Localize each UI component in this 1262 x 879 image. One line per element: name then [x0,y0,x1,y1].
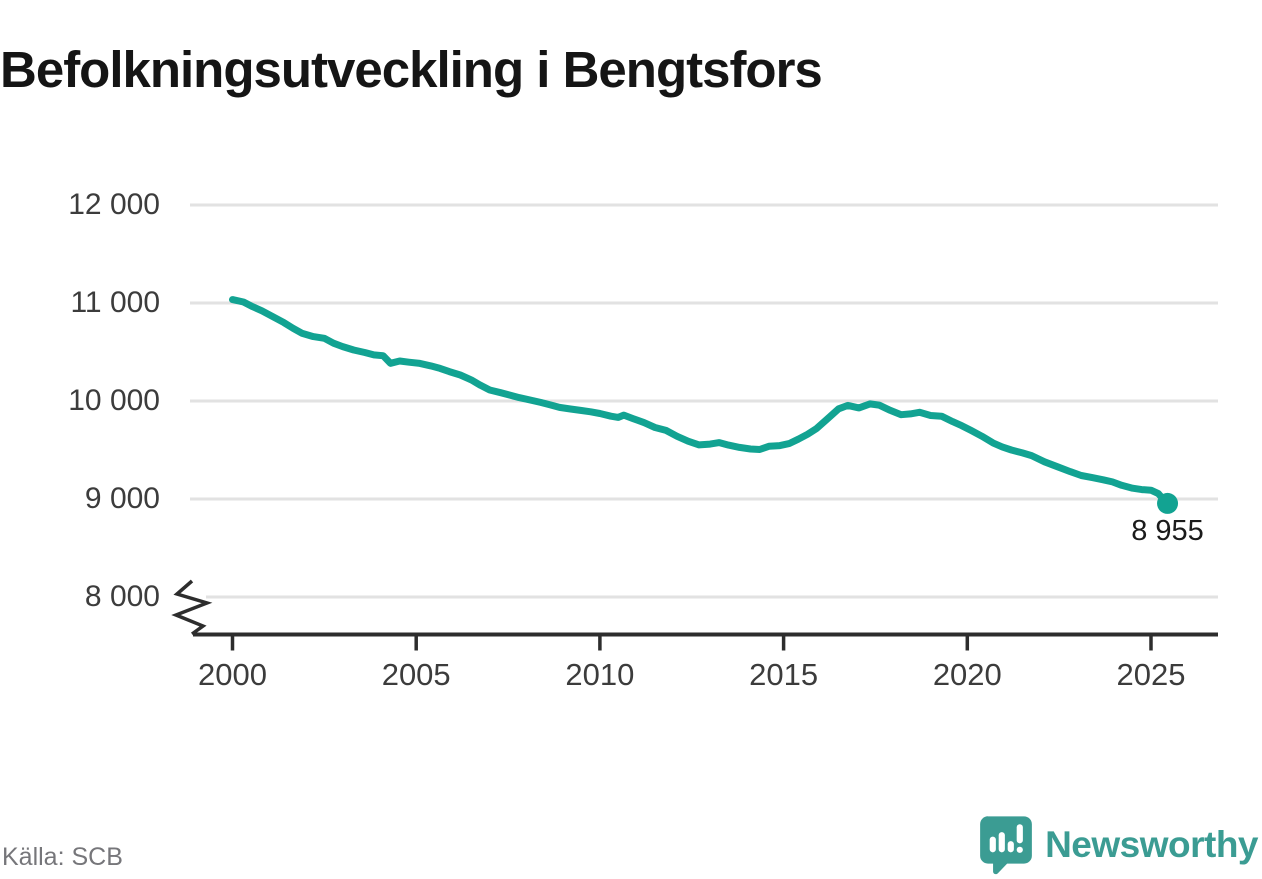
bar-icon [1007,841,1014,853]
y-axis-tick-label: 8 000 [84,580,160,613]
population-line [229,296,1171,507]
x-axis-tick-label: 2005 [381,657,451,692]
x-axis-tick-label: 2025 [1116,657,1186,692]
end-point-dot [1157,492,1179,514]
brand-logo: Newsworthy [979,814,1258,876]
source-note: Källa: SCB [2,843,123,871]
y-axis-tick-label: 11 000 [70,286,160,319]
bar-icon [989,836,996,853]
x-axis-tick-label: 2015 [749,657,819,692]
brand-name: Newsworthy [1045,824,1258,865]
end-value-label: 8 955 [1131,515,1204,548]
line-chart-plot [171,203,1218,651]
y-axis-tick-label: 9 000 [84,482,160,515]
axis-break-zigzag-icon [171,579,213,636]
x-axis-tick-label: 2020 [932,657,1002,692]
y-axis-tick-label: 10 000 [68,384,160,417]
chart-title: Befolkningsutveckling i Bengtsfors [0,41,823,99]
exclamation-dot-icon [1016,846,1023,853]
x-axis-tick-label: 2010 [565,657,635,692]
y-axis-tick-label: 12 000 [68,188,160,221]
newsworthy-speech-bubble-bars-icon [980,816,1032,875]
x-axis-tick-label: 2000 [198,657,267,692]
exclamation-bar-icon [1016,824,1023,844]
speech-bubble-shape [980,816,1032,875]
bar-icon [998,832,1005,853]
